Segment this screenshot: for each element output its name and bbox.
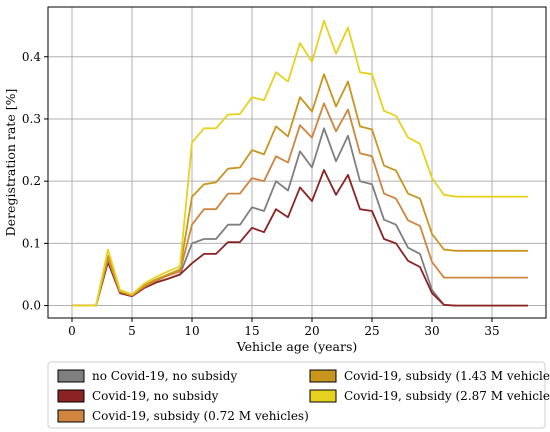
legend-label-2: Covid-19, subsidy (0.72 M vehicles) xyxy=(92,409,309,423)
legend-box xyxy=(47,361,546,429)
y-tick-label: 0.4 xyxy=(22,50,41,64)
legend-swatch-0 xyxy=(57,369,85,383)
x-tick-label: 35 xyxy=(484,324,499,338)
series-line-2 xyxy=(72,102,528,307)
legend-label-1: Covid-19, no subsidy xyxy=(92,389,219,403)
x-tick-label: 5 xyxy=(128,324,136,338)
legend-label-4: Covid-19, subsidy (2.87 M vehicles) xyxy=(344,389,550,403)
legend-label-0: no Covid-19, no subsidy xyxy=(92,369,237,383)
y-axis-label: Deregistration rate [%] xyxy=(3,89,18,237)
x-axis-label: Vehicle age (years) xyxy=(236,339,358,354)
grid-lines xyxy=(48,7,546,318)
x-tick-label: 20 xyxy=(304,324,319,338)
legend: no Covid-19, no subsidy Covid-19, no subs… xyxy=(47,361,550,429)
legend-swatch-1 xyxy=(57,389,85,403)
y-tick-label: 0.2 xyxy=(22,174,41,188)
plot-frame xyxy=(47,6,547,319)
x-tick-label: 25 xyxy=(364,324,379,338)
x-tick-label: 0 xyxy=(68,324,76,338)
x-tick-label: 15 xyxy=(244,324,259,338)
y-axis-ticks: 0.0 0.1 0.2 0.3 0.4 xyxy=(22,50,48,313)
legend-label-3: Covid-19, subsidy (1.43 M vehicles) xyxy=(344,369,550,383)
x-tick-label: 10 xyxy=(184,324,199,338)
y-tick-label: 0.0 xyxy=(22,299,41,313)
series-lines xyxy=(72,19,528,307)
series-line-1 xyxy=(72,169,528,307)
legend-swatch-4 xyxy=(309,389,337,403)
legend-swatch-2 xyxy=(57,409,85,423)
series-line-3 xyxy=(72,73,528,307)
x-tick-label: 30 xyxy=(424,324,439,338)
series-line-4 xyxy=(72,19,528,307)
y-tick-label: 0.3 xyxy=(22,112,41,126)
y-tick-label: 0.1 xyxy=(22,236,41,250)
series-line-0 xyxy=(72,127,528,307)
x-axis-ticks: 0 5 10 15 20 25 30 35 xyxy=(68,318,500,338)
legend-swatch-3 xyxy=(309,369,337,383)
